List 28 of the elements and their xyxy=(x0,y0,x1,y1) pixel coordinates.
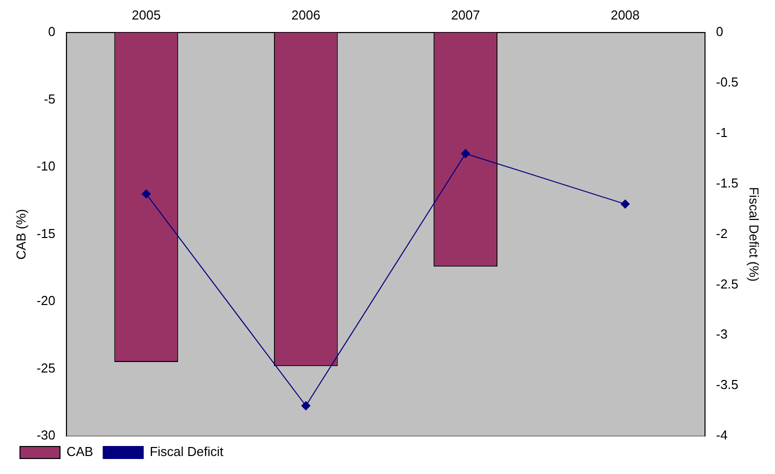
y2-tick-label: -2 xyxy=(716,226,728,241)
x-tick-label: 2006 xyxy=(291,7,320,22)
point xyxy=(461,149,470,158)
y-tick-label: -10 xyxy=(36,158,56,174)
legend-label: CAB xyxy=(66,444,94,460)
y2-tick-label: -4 xyxy=(716,428,728,443)
y2-tick-label: -3.5 xyxy=(716,377,738,392)
y2-tick-label: -2.5 xyxy=(716,276,738,292)
legend-label: Fiscal Deficit xyxy=(150,444,224,460)
y-tick-label: -15 xyxy=(36,226,56,241)
y2-tick-label: -0.5 xyxy=(716,74,738,90)
y-tick-label: -30 xyxy=(36,428,56,443)
point xyxy=(142,189,151,198)
point xyxy=(620,200,630,209)
point xyxy=(301,401,310,410)
y-tick-label: 0 xyxy=(48,24,56,40)
x-tick-label: 2007 xyxy=(451,7,480,22)
y2-axis-title: Fiscal Defict (%) xyxy=(746,186,762,282)
y2-tick-label: -3 xyxy=(716,326,728,342)
x-tick-label: 2005 xyxy=(132,7,161,22)
y-axis-title: CAB (%) xyxy=(13,209,28,260)
y2-tick-label: 0 xyxy=(716,24,724,40)
y-tick-label: -20 xyxy=(36,293,56,308)
y-tick-label: -5 xyxy=(44,91,56,106)
y-tick-label: -25 xyxy=(36,360,56,376)
y2-tick-label: -1.5 xyxy=(716,175,738,190)
x-tick-label: 2008 xyxy=(610,7,640,22)
y2-tick-label: -1 xyxy=(716,125,728,140)
